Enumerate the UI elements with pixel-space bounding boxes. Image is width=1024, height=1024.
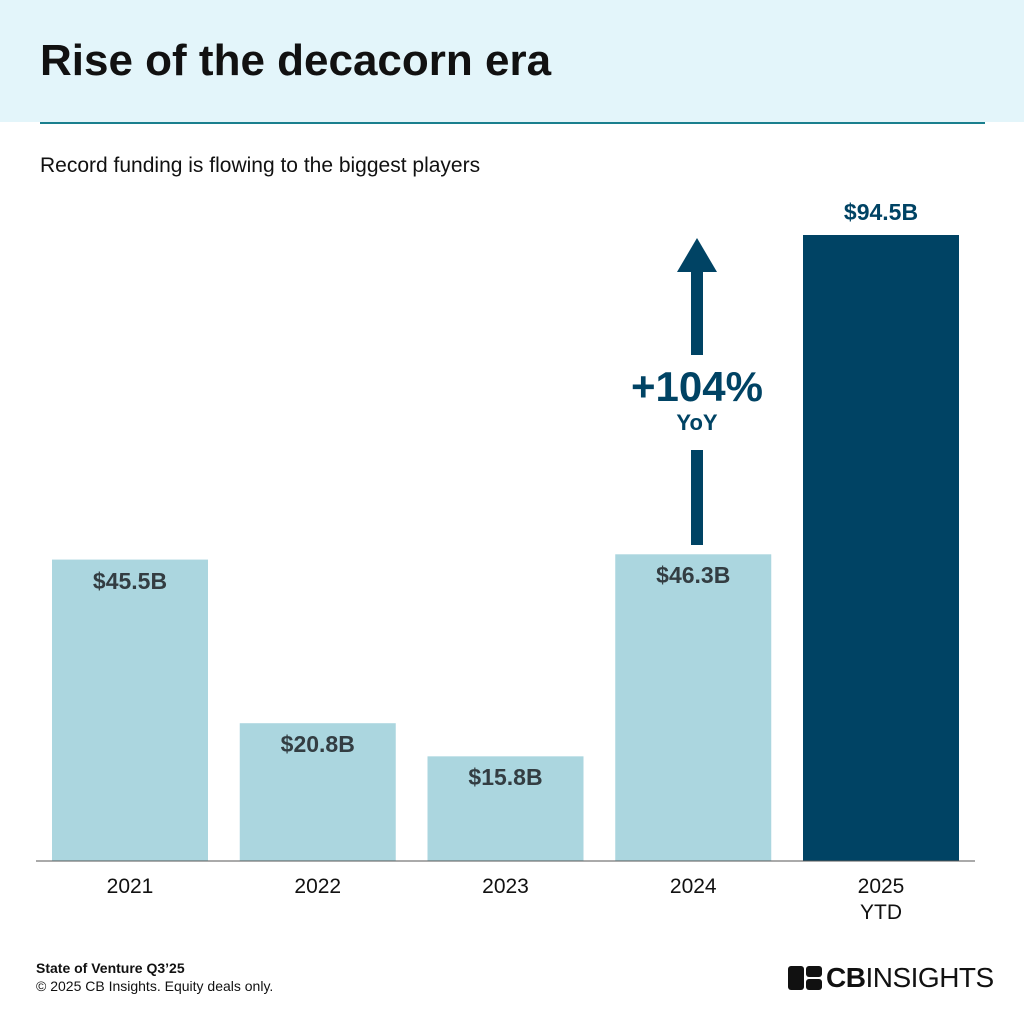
brand-icon	[788, 966, 822, 990]
bar	[239, 723, 396, 861]
value-label: $94.5B	[843, 199, 919, 225]
annotation: +104% YoY	[597, 364, 797, 436]
x-tick-label: 2021	[106, 875, 154, 898]
title: Rise of the decacorn era	[40, 36, 552, 85]
brand-regular: INSIGHTS	[865, 962, 994, 993]
value-label: $45.5B	[92, 567, 168, 594]
source: State of Venture Q3’25	[36, 960, 185, 976]
subtitle: Record funding is flowing to the biggest…	[40, 154, 481, 177]
value-label: $46.3B	[656, 562, 731, 589]
note: © 2025 CB Insights. Equity deals only.	[36, 978, 274, 994]
bar	[615, 554, 772, 861]
annotation-subtext: YoY	[676, 410, 718, 435]
bar	[803, 235, 959, 861]
value-label: $15.8B	[468, 764, 543, 791]
header-band	[0, 0, 1024, 122]
brand-bold: CB	[826, 962, 866, 993]
bar	[427, 756, 584, 861]
x-tick-label: 2023	[482, 875, 529, 898]
header-rule	[40, 122, 985, 124]
x-tick-label: 2025 YTD	[857, 875, 905, 924]
x-tick-label: 2024	[669, 875, 717, 898]
value-label: $20.8B	[280, 731, 355, 758]
bar	[52, 559, 208, 861]
brand: CBINSIGHTS	[826, 962, 994, 994]
x-tick-label: 2022	[294, 875, 342, 898]
arrow	[677, 238, 717, 545]
annotation-text: +104%	[631, 363, 763, 410]
